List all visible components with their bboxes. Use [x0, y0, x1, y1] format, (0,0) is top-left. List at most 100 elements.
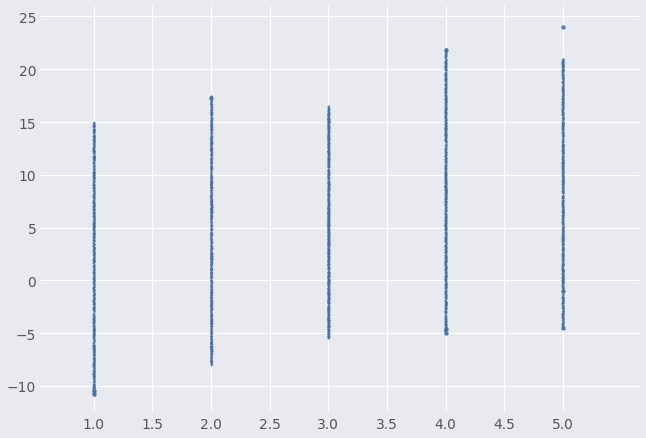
Point: [205, 334, 216, 341]
Point: [558, 97, 568, 104]
Point: [206, 174, 216, 181]
Point: [557, 180, 568, 187]
Point: [440, 247, 450, 254]
Point: [440, 182, 450, 189]
Point: [323, 298, 333, 305]
Point: [323, 256, 333, 263]
Point: [440, 123, 450, 130]
Point: [89, 284, 99, 291]
Point: [441, 264, 452, 271]
Point: [89, 327, 99, 334]
Point: [205, 234, 216, 241]
Point: [206, 340, 216, 347]
Point: [205, 176, 216, 183]
Point: [558, 199, 568, 206]
Point: [205, 254, 216, 261]
Point: [324, 215, 334, 222]
Point: [205, 109, 216, 116]
Point: [206, 292, 216, 299]
Point: [557, 279, 568, 286]
Point: [441, 285, 451, 292]
Point: [441, 124, 451, 131]
Point: [324, 320, 334, 327]
Point: [88, 120, 98, 127]
Point: [205, 126, 216, 133]
Point: [89, 294, 99, 301]
Point: [324, 231, 334, 238]
Point: [323, 331, 333, 338]
Point: [323, 141, 333, 148]
Point: [89, 381, 99, 388]
Point: [557, 63, 568, 70]
Point: [324, 305, 334, 312]
Point: [89, 190, 99, 197]
Point: [557, 72, 568, 79]
Point: [323, 104, 333, 111]
Point: [558, 186, 568, 193]
Point: [441, 193, 451, 200]
Point: [323, 233, 333, 240]
Point: [557, 244, 568, 251]
Point: [323, 246, 333, 253]
Point: [441, 110, 451, 117]
Point: [324, 235, 334, 242]
Point: [206, 258, 216, 265]
Point: [441, 186, 452, 193]
Point: [557, 67, 568, 74]
Point: [323, 149, 333, 156]
Point: [89, 254, 99, 261]
Point: [89, 204, 99, 211]
Point: [89, 288, 99, 295]
Point: [89, 222, 99, 229]
Point: [323, 185, 333, 192]
Point: [441, 161, 451, 168]
Point: [205, 243, 216, 250]
Point: [440, 323, 450, 330]
Point: [88, 360, 98, 367]
Point: [89, 155, 99, 162]
Point: [206, 110, 216, 117]
Point: [557, 165, 568, 172]
Point: [89, 138, 99, 145]
Point: [441, 200, 451, 207]
Point: [89, 187, 99, 194]
Point: [89, 354, 99, 361]
Point: [205, 251, 216, 258]
Point: [441, 325, 451, 332]
Point: [323, 326, 333, 333]
Point: [558, 117, 568, 124]
Point: [558, 175, 568, 182]
Point: [89, 191, 99, 198]
Point: [558, 324, 568, 331]
Point: [440, 120, 450, 127]
Point: [440, 249, 450, 256]
Point: [89, 255, 99, 262]
Point: [322, 119, 333, 126]
Point: [441, 141, 451, 148]
Point: [89, 171, 99, 178]
Point: [205, 95, 216, 102]
Point: [441, 254, 451, 261]
Point: [206, 131, 216, 138]
Point: [557, 138, 568, 145]
Point: [89, 244, 99, 251]
Point: [89, 252, 99, 259]
Point: [324, 158, 334, 165]
Point: [323, 116, 333, 123]
Point: [440, 252, 450, 259]
Point: [205, 160, 216, 167]
Point: [558, 323, 568, 330]
Point: [557, 273, 568, 280]
Point: [558, 292, 568, 299]
Point: [323, 178, 333, 185]
Point: [441, 181, 451, 188]
Point: [89, 175, 99, 182]
Point: [441, 69, 451, 76]
Point: [440, 117, 450, 124]
Point: [440, 112, 450, 119]
Point: [441, 154, 451, 161]
Point: [206, 353, 216, 360]
Point: [89, 255, 99, 262]
Point: [323, 261, 333, 268]
Point: [557, 177, 568, 184]
